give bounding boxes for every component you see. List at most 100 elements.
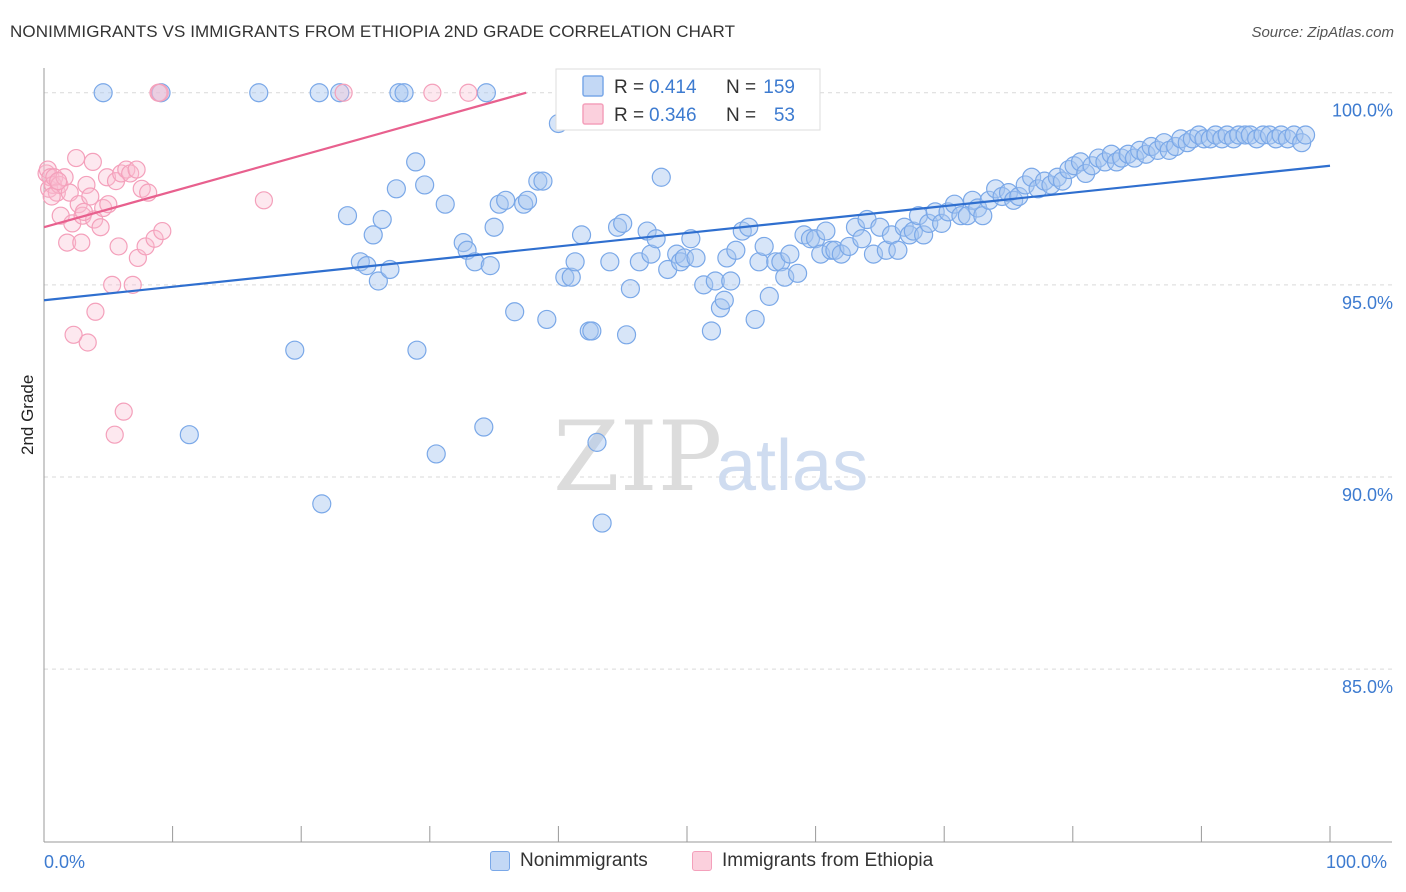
- point-0-10: [285, 340, 305, 360]
- trend-lines: [43, 91, 1331, 302]
- point-1-32: [105, 425, 124, 444]
- point-1-22: [77, 175, 96, 195]
- point-0-44: [582, 321, 602, 341]
- point-0-33: [505, 302, 525, 322]
- legend-top-n-label-0: N =: [726, 77, 756, 98]
- legend-top-n-value-0: 159: [763, 77, 795, 98]
- legend-label-ethiopia: Immigrants from Ethiopia: [722, 850, 934, 871]
- point-1-49: [42, 187, 61, 206]
- trend-line-0: [43, 164, 1331, 302]
- legend-top-n-value-1: 53: [774, 105, 795, 126]
- point-0-35: [517, 190, 538, 210]
- point-0-91: [845, 217, 866, 237]
- legend-top-swatch-1: [582, 103, 604, 125]
- point-0-6: [394, 83, 414, 103]
- point-0-47: [600, 252, 620, 272]
- point-1-47: [254, 191, 274, 210]
- point-0-5: [389, 83, 409, 103]
- point-0-45: [587, 432, 607, 452]
- series-nonimmigrants-points: [93, 83, 1316, 533]
- point-0-101: [903, 221, 923, 241]
- point-1-50: [49, 172, 68, 191]
- point-0-23: [426, 444, 446, 464]
- x-tick-label-max: 100.0%: [1326, 852, 1388, 872]
- y-tick-label-90: 90.0%: [1342, 485, 1393, 505]
- legend-bottom: Nonimmigrants Immigrants from Ethiopia: [0, 850, 1406, 880]
- point-0-81: [787, 263, 808, 283]
- y-tick-label-85: 85.0%: [1342, 677, 1393, 697]
- point-0-34: [514, 194, 534, 214]
- legend-swatch-blue: [490, 851, 510, 871]
- point-0-80: [780, 244, 800, 264]
- point-0-42: [571, 225, 592, 245]
- point-0-56: [651, 167, 671, 187]
- point-0-135: [1106, 152, 1127, 172]
- point-0-98: [888, 240, 908, 260]
- point-0-61: [681, 229, 701, 249]
- point-0-122: [1028, 179, 1048, 199]
- point-0-84: [805, 229, 826, 249]
- legend-top-r-label-1: R =: [614, 105, 644, 126]
- point-0-54: [641, 244, 661, 264]
- point-1-4: [459, 83, 478, 102]
- legend-top-r-label-0: R =: [614, 77, 644, 98]
- point-1-46: [153, 221, 172, 241]
- point-0-162: [1266, 129, 1286, 149]
- point-0-130: [1076, 163, 1096, 184]
- point-0-110: [957, 206, 977, 226]
- point-0-55: [646, 229, 666, 249]
- point-0-21: [407, 340, 427, 360]
- point-1-48: [64, 325, 83, 344]
- point-0-38: [537, 309, 557, 330]
- point-0-32: [496, 190, 516, 210]
- point-0-52: [629, 252, 650, 272]
- point-0-86: [816, 221, 836, 241]
- point-0-49: [613, 213, 633, 233]
- legend-top-n-label-1: N =: [726, 105, 756, 126]
- point-0-28: [474, 417, 494, 437]
- point-0-79: [775, 267, 795, 287]
- point-0-4: [330, 83, 350, 103]
- point-1-25: [83, 152, 102, 172]
- point-0-22: [415, 175, 435, 195]
- point-0-89: [831, 244, 851, 264]
- point-0-29: [480, 256, 500, 276]
- point-0-17: [372, 209, 392, 230]
- point-0-50: [616, 325, 637, 345]
- legend-top-r-value-1: 0.346: [649, 105, 697, 126]
- point-1-20: [72, 233, 91, 252]
- point-1-52: [74, 202, 93, 221]
- legend-item-nonimmigrants: Nonimmigrants: [490, 850, 648, 872]
- point-1-28: [91, 218, 110, 237]
- point-0-121: [1022, 167, 1042, 187]
- watermark-atlas: atlas: [716, 426, 868, 506]
- trend-line-1: [43, 91, 527, 229]
- point-0-142: [1148, 140, 1168, 160]
- point-0-131: [1082, 156, 1102, 176]
- point-0-36: [528, 171, 548, 191]
- point-0-126: [1052, 171, 1073, 191]
- point-0-62: [686, 248, 706, 268]
- point-0-64: [701, 321, 722, 341]
- point-0-103: [914, 225, 934, 245]
- point-0-65: [705, 271, 725, 291]
- gridlines: [44, 92, 1392, 670]
- point-0-83: [800, 229, 821, 249]
- point-0-76: [759, 286, 779, 306]
- point-0-39: [555, 267, 575, 287]
- point-1-18: [67, 148, 86, 168]
- point-0-73: [745, 309, 765, 330]
- point-0-92: [852, 229, 872, 249]
- point-0-156: [1229, 125, 1249, 145]
- point-0-74: [749, 252, 769, 272]
- point-0-69: [721, 271, 741, 291]
- point-0-0: [93, 83, 113, 103]
- point-1-3: [423, 83, 442, 102]
- series-ethiopia-points: [37, 83, 478, 444]
- point-0-167: [1295, 125, 1316, 145]
- point-0-149: [1189, 125, 1209, 145]
- point-0-75: [754, 236, 774, 257]
- point-1-30: [97, 168, 117, 187]
- point-0-120: [1015, 175, 1035, 195]
- point-1-2: [334, 83, 353, 102]
